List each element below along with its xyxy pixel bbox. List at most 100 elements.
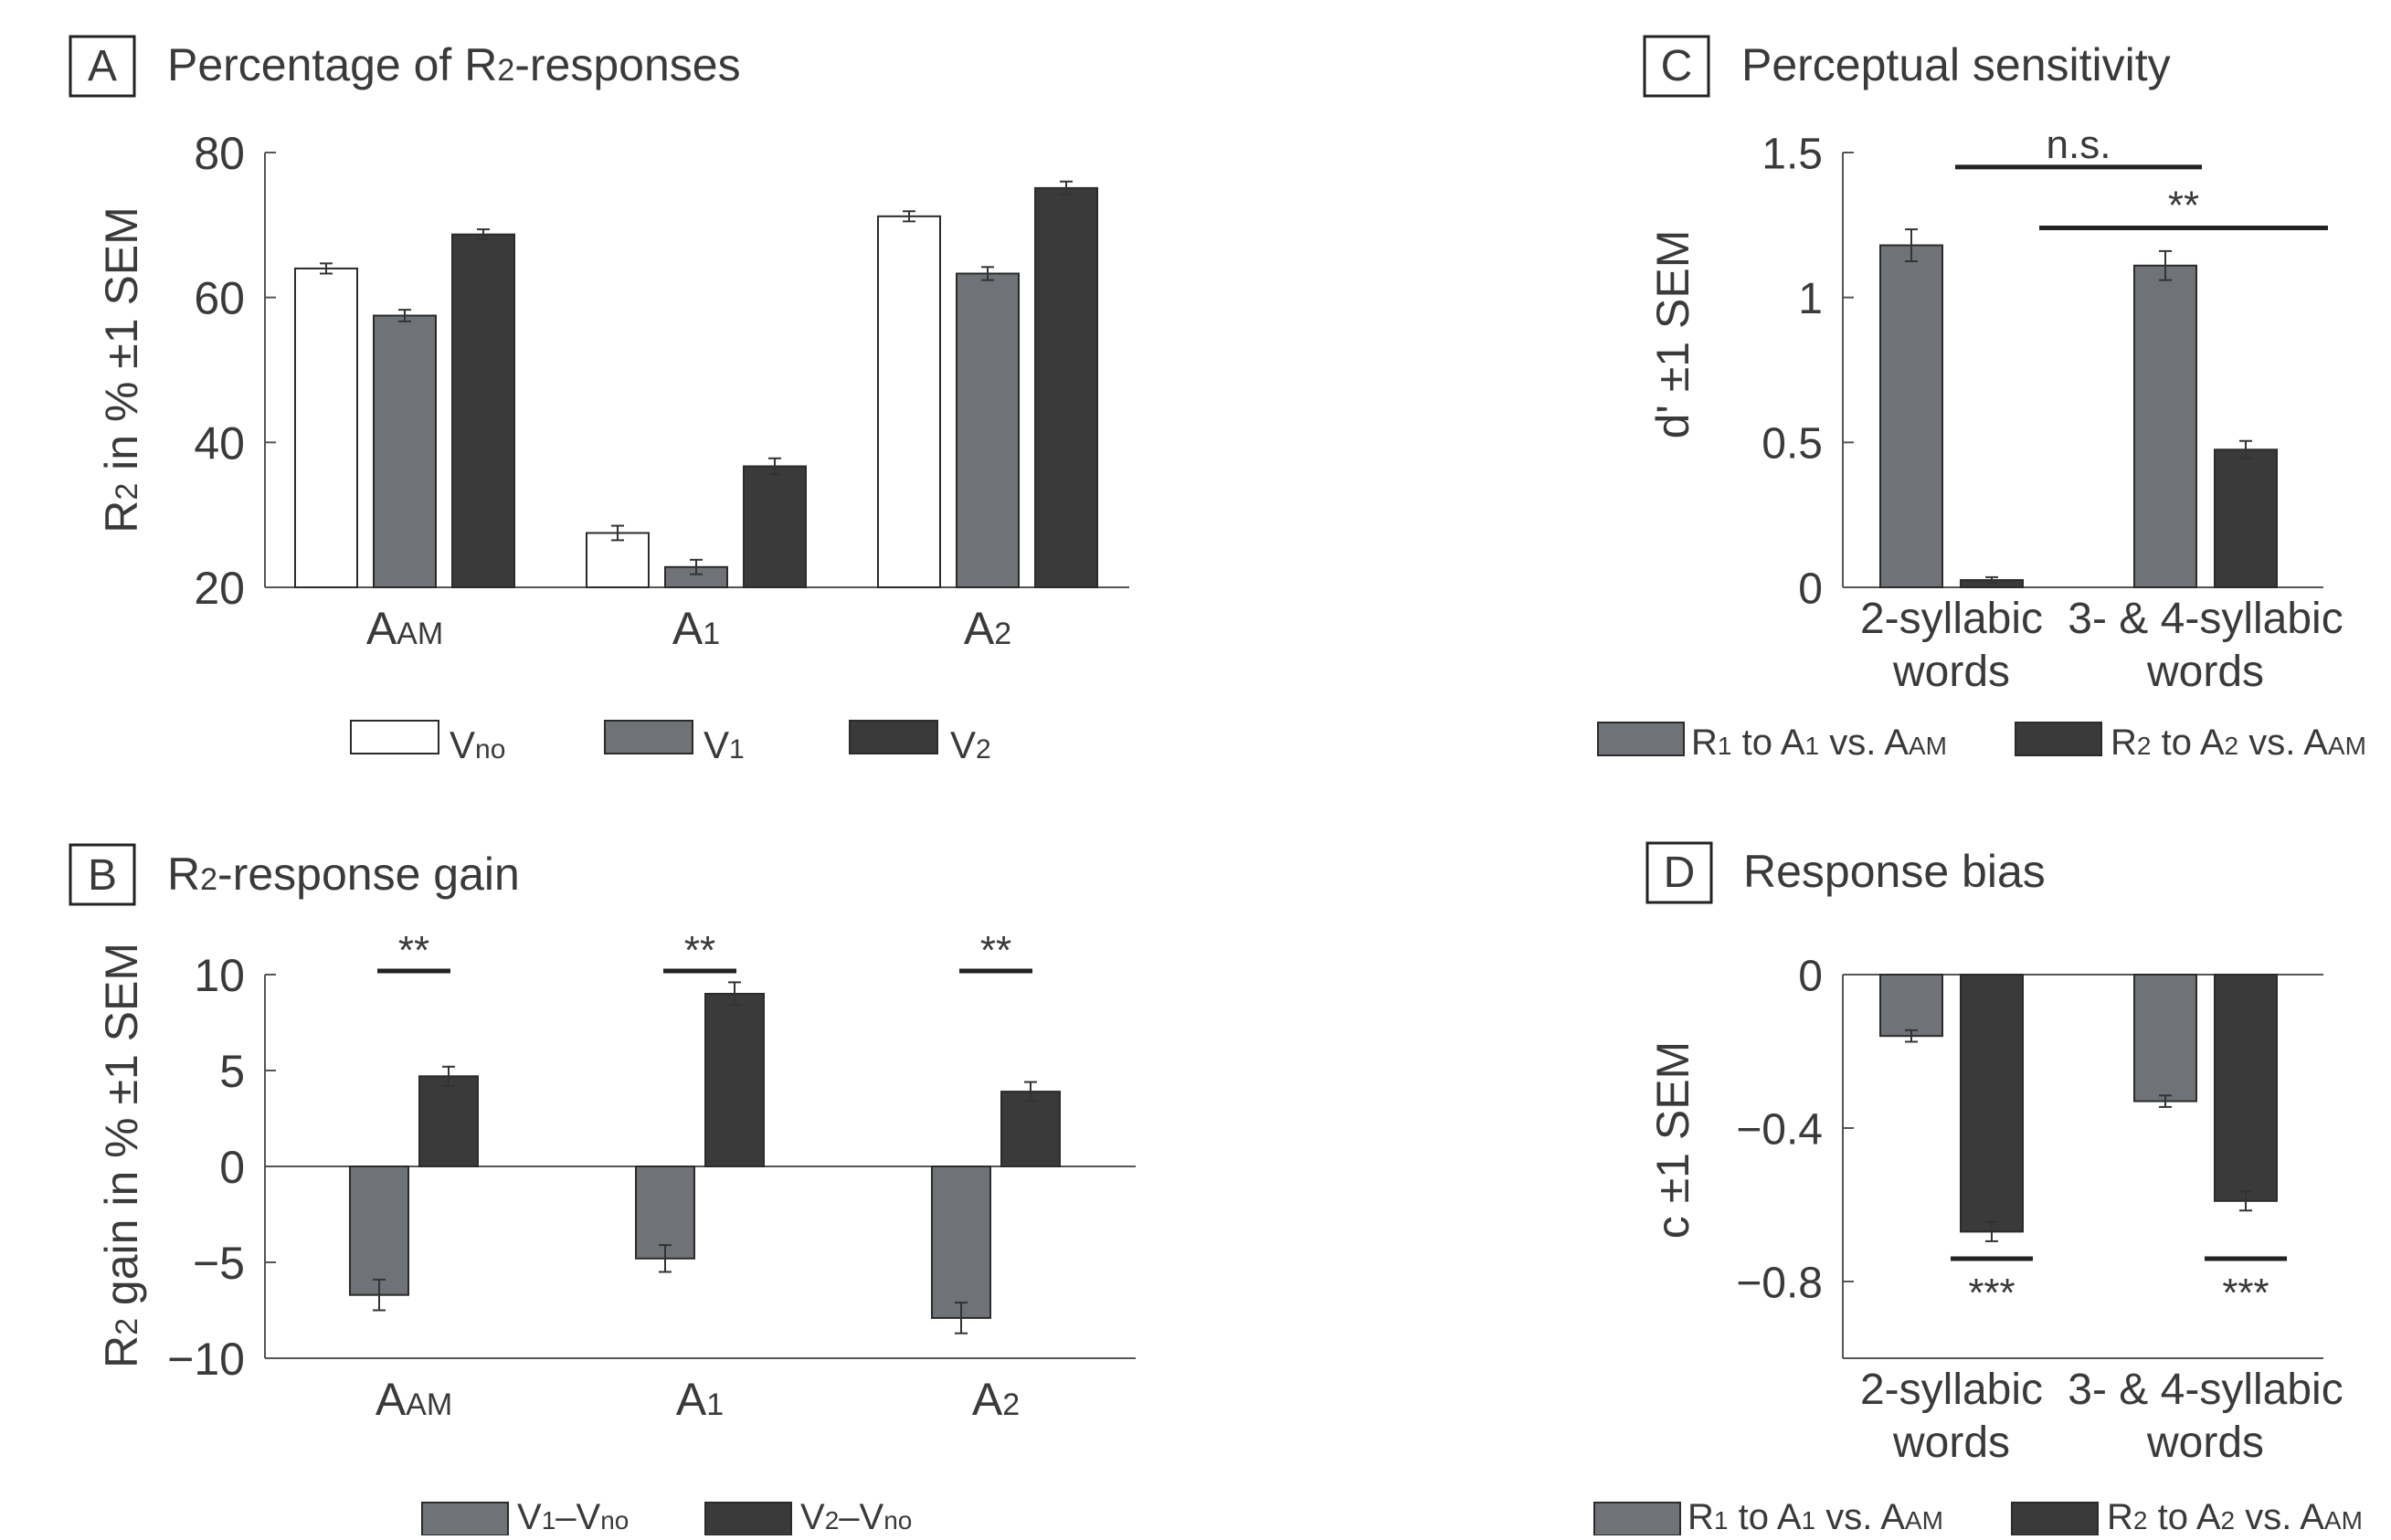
bar xyxy=(2214,974,2278,1202)
bar xyxy=(1000,1091,1061,1167)
bar xyxy=(743,465,807,588)
y-tick-label: 1 xyxy=(1798,275,1823,323)
panel-b-title: R2-response gain xyxy=(167,849,520,900)
legend-label-v1-vno: V1–Vno xyxy=(517,1497,629,1535)
x-tick-label: 3- & 4-syllabic xyxy=(2068,1366,2343,1414)
panel-a-chart: 20 40 60 80 R2 in % ±1 SEM AAM A1 A2 xyxy=(96,128,1129,654)
bar xyxy=(877,215,941,589)
bar xyxy=(931,1166,991,1319)
y-tick-label: 1.5 xyxy=(1762,130,1823,178)
significance-label: ** xyxy=(684,928,715,973)
legend-swatch-vno xyxy=(350,720,439,754)
x-tick-label: words xyxy=(2146,1419,2264,1467)
legend-swatch-v2-vno xyxy=(704,1502,792,1536)
significance-label: *** xyxy=(1968,1271,2015,1315)
bar xyxy=(2214,448,2278,588)
y-axis-label: c ±1 SEM xyxy=(1647,1041,1698,1239)
legend-label-v2: V2 xyxy=(950,723,991,766)
y-axis-label: R2 in % ±1 SEM xyxy=(96,206,147,533)
legend-swatch-r2 xyxy=(2015,722,2102,756)
panel-d-letter: D xyxy=(1664,849,1696,897)
x-tick-label: 3- & 4-syllabic xyxy=(2068,595,2343,643)
y-tick-label: 0 xyxy=(1798,952,1823,1000)
bar xyxy=(2133,264,2197,588)
panel-c-chart: 0 0.5 1 1.5 d' ±1 SEM 2-syllabic words 3- & 4-s… xyxy=(1647,122,2343,696)
panel-c-header: C Perceptual sensitivity xyxy=(1643,35,2171,98)
bar xyxy=(956,272,1020,588)
comparison-label: n.s. xyxy=(2047,122,2111,167)
panel-a-letter: A xyxy=(88,42,117,90)
y-tick-label: 60 xyxy=(194,273,245,324)
legend-label-r1-d: R1 to A1 vs. AAM xyxy=(1687,1497,1943,1535)
y-tick-label: −5 xyxy=(193,1238,245,1289)
y-axis-label: d' ±1 SEM xyxy=(1647,230,1698,439)
bar xyxy=(1879,974,1943,1038)
y-tick-label: 0.5 xyxy=(1762,420,1823,469)
legend-label-v2-vno: V2–Vno xyxy=(800,1497,912,1535)
bar xyxy=(349,1166,409,1296)
y-tick-label: 5 xyxy=(219,1046,245,1097)
significance-label: ** xyxy=(398,928,429,973)
bar xyxy=(418,1075,479,1168)
x-tick-label: words xyxy=(2146,648,2264,696)
comparison-label: ** xyxy=(2168,184,2199,228)
bar xyxy=(451,233,515,588)
legend-label-v1: V1 xyxy=(704,723,745,766)
panel-c-title: Perceptual sensitivity xyxy=(1741,39,2171,90)
legend-swatch-v1-vno xyxy=(421,1502,509,1536)
bar xyxy=(1960,974,2024,1233)
panel-a-legend: Vno V1 V2 xyxy=(350,720,991,766)
legend-label-vno: Vno xyxy=(450,723,505,766)
y-tick-label: −10 xyxy=(167,1334,245,1385)
panel-d-letter-box xyxy=(1645,841,1713,904)
panel-d-title: Response bias xyxy=(1743,846,2046,897)
bar xyxy=(1879,244,1943,588)
legend-label-r1: R1 to A1 vs. AAM xyxy=(1691,723,1947,763)
y-tick-label: 20 xyxy=(194,563,245,614)
legend-label-r2: R2 to A2 vs. AAM xyxy=(2111,723,2366,763)
y-tick-label: 0 xyxy=(1798,564,1823,613)
panel-b-header: B R2-response gain xyxy=(69,843,520,906)
panel-a-letter-box xyxy=(69,35,136,98)
legend-swatch-r1-d xyxy=(1593,1502,1681,1536)
panel-d-chart: −0.8 −0.4 0 c ±1 SEM 2-syllabic words *** 3- & … xyxy=(1647,952,2343,1467)
bar xyxy=(373,314,437,588)
x-tick-label: A1 xyxy=(676,1374,724,1425)
panel-c-letter-box xyxy=(1643,35,1710,98)
x-tick-label: A2 xyxy=(964,603,1011,654)
panel-a-header: A Percentage of R2-responses xyxy=(69,35,741,98)
legend-label-r2-d: R2 to A2 vs. AAM xyxy=(2107,1497,2363,1535)
panel-b-chart: −10 −5 0 5 10 R2 gain in % ±1 SEM AAM ** A1 ** A2 *… xyxy=(96,928,1136,1425)
y-tick-label: −0.4 xyxy=(1736,1105,1823,1154)
x-tick-label: A2 xyxy=(972,1374,1020,1425)
legend-swatch-v1 xyxy=(604,720,693,754)
y-axis-label: R2 gain in % ±1 SEM xyxy=(96,943,147,1368)
x-tick-label: 2-syllabic xyxy=(1860,595,2043,643)
panel-b-letter: B xyxy=(88,851,117,900)
panel-d-header: D Response bias xyxy=(1645,841,2046,904)
significance-label: *** xyxy=(2222,1271,2269,1315)
panel-a-title: Percentage of R2-responses xyxy=(167,39,741,90)
bar xyxy=(1034,186,1098,589)
y-tick-label: 10 xyxy=(194,950,245,1001)
legend-swatch-r1 xyxy=(1597,722,1685,756)
y-tick-label: 0 xyxy=(219,1142,245,1193)
y-tick-label: 40 xyxy=(194,417,245,469)
y-tick-label: 80 xyxy=(194,128,245,179)
panel-c-letter: C xyxy=(1661,42,1693,90)
panel-c-legend: R1 to A1 vs. AAM R2 to A2 vs. AAM xyxy=(1597,722,2366,763)
bar xyxy=(294,267,358,588)
significance-label: ** xyxy=(980,928,1011,973)
x-tick-label: AAM xyxy=(366,603,443,654)
x-tick-label: AAM xyxy=(376,1374,452,1425)
legend-swatch-r2-d xyxy=(2011,1502,2099,1536)
legend-swatch-v2 xyxy=(849,720,938,754)
x-tick-label: A1 xyxy=(672,603,720,654)
x-tick-label: words xyxy=(1892,1419,2010,1467)
panel-b-letter-box xyxy=(69,843,136,906)
bar xyxy=(2133,974,2197,1102)
bar xyxy=(704,993,765,1167)
y-tick-label: −0.8 xyxy=(1736,1259,1823,1307)
panel-d-legend: R1 to A1 vs. AAM R2 to A2 vs. AAM xyxy=(1593,1497,2363,1537)
